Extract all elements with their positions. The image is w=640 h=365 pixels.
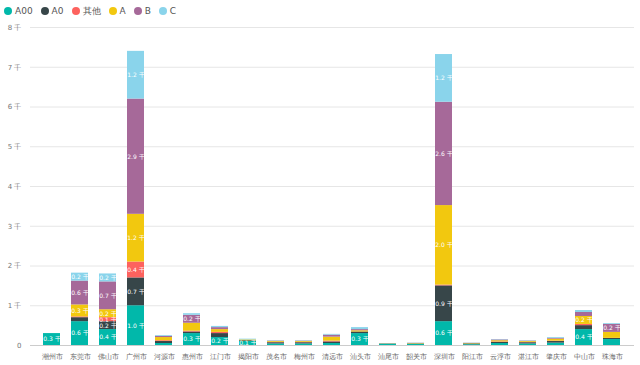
svg-text:1.2 千: 1.2 千 [127, 234, 144, 241]
svg-text:0.2 千: 0.2 千 [183, 315, 200, 322]
svg-text:2 千: 2 千 [8, 262, 22, 270]
svg-text:中山市: 中山市 [574, 353, 595, 361]
svg-text:0.1 千: 0.1 千 [99, 316, 116, 323]
svg-text:0.2 千: 0.2 千 [99, 310, 116, 317]
html-text:C: C [169, 6, 177, 16]
svg-text:云浮市: 云浮市 [490, 353, 511, 361]
svg-text:0.3 千: 0.3 千 [43, 335, 60, 342]
svg-text:0.6 千: 0.6 千 [71, 289, 88, 296]
svg-text:0.1 千: 0.1 千 [239, 339, 257, 347]
svg-text:肇庆市: 肇庆市 [546, 353, 567, 361]
svg-text:东莞市: 东莞市 [70, 353, 91, 361]
html-text:B: B [144, 6, 151, 16]
svg-text:韶关市: 韶关市 [406, 353, 427, 361]
svg-text:江门市: 江门市 [210, 353, 231, 361]
svg-text:佛山市: 佛山市 [98, 353, 119, 361]
svg-text:汕尾市: 汕尾市 [378, 353, 399, 361]
svg-text:0.2 千: 0.2 千 [71, 273, 88, 280]
svg-text:0.6 千: 0.6 千 [435, 329, 452, 336]
html-text:A00: A00 [15, 6, 33, 16]
svg-text:阳江市: 阳江市 [462, 353, 483, 361]
svg-text:梅州市: 梅州市 [293, 353, 315, 361]
svg-text:0.6 千: 0.6 千 [71, 329, 88, 336]
svg-text:1.2 千: 1.2 千 [127, 71, 144, 78]
svg-text:0.3 千: 0.3 千 [183, 335, 200, 342]
svg-text:1.2 千: 1.2 千 [435, 74, 452, 81]
svg-text:0.4 千: 0.4 千 [99, 333, 116, 340]
svg-text:汕头市: 汕头市 [350, 353, 371, 361]
svg-text:0.2 千: 0.2 千 [603, 324, 620, 331]
svg-text:5 千: 5 千 [8, 143, 22, 151]
svg-text:3 千: 3 千 [8, 222, 22, 230]
svg-text:河源市: 河源市 [154, 353, 175, 361]
svg-text:0: 0 [17, 342, 21, 350]
svg-text:0.3 千: 0.3 千 [71, 307, 88, 314]
svg-text:0.2 千: 0.2 千 [211, 337, 228, 344]
svg-text:揭阳市: 揭阳市 [238, 353, 259, 361]
svg-text:0.2 千: 0.2 千 [99, 322, 116, 329]
svg-text:1.0 千: 1.0 千 [127, 322, 144, 329]
svg-text:0.9 千: 0.9 千 [435, 300, 452, 307]
svg-text:湛江市: 湛江市 [518, 353, 539, 361]
html-text:A: A [119, 6, 126, 16]
svg-text:4 千: 4 千 [8, 183, 22, 191]
svg-text:惠州市: 惠州市 [181, 353, 203, 361]
svg-text:广州市: 广州市 [126, 353, 147, 361]
svg-text:珠海市: 珠海市 [602, 353, 623, 361]
svg-text:潮州市: 潮州市 [42, 353, 63, 361]
svg-text:0.2 千: 0.2 千 [99, 274, 116, 281]
svg-text:深圳市: 深圳市 [434, 353, 455, 361]
svg-text:0.2 千: 0.2 千 [575, 316, 592, 323]
svg-text:6 千: 6 千 [8, 103, 22, 111]
svg-text:0.7 千: 0.7 千 [99, 292, 116, 299]
html-text:其他: 其他 [82, 5, 101, 16]
svg-text:2.0 千: 2.0 千 [435, 241, 452, 248]
svg-text:2.6 千: 2.6 千 [435, 150, 452, 157]
svg-text:2.9 千: 2.9 千 [127, 153, 144, 160]
svg-text:7 千: 7 千 [8, 63, 22, 71]
svg-text:茂名市: 茂名市 [266, 353, 287, 361]
html-text:A0: A0 [51, 6, 64, 16]
svg-text:0.4 千: 0.4 千 [575, 333, 592, 340]
svg-text:清远市: 清远市 [322, 353, 343, 361]
svg-text:0.3 千: 0.3 千 [351, 335, 368, 342]
svg-text:1 千: 1 千 [8, 302, 22, 310]
svg-text:8 千: 8 千 [8, 24, 22, 32]
svg-text:0.7 千: 0.7 千 [127, 288, 144, 295]
svg-text:0.4 千: 0.4 千 [127, 266, 144, 273]
